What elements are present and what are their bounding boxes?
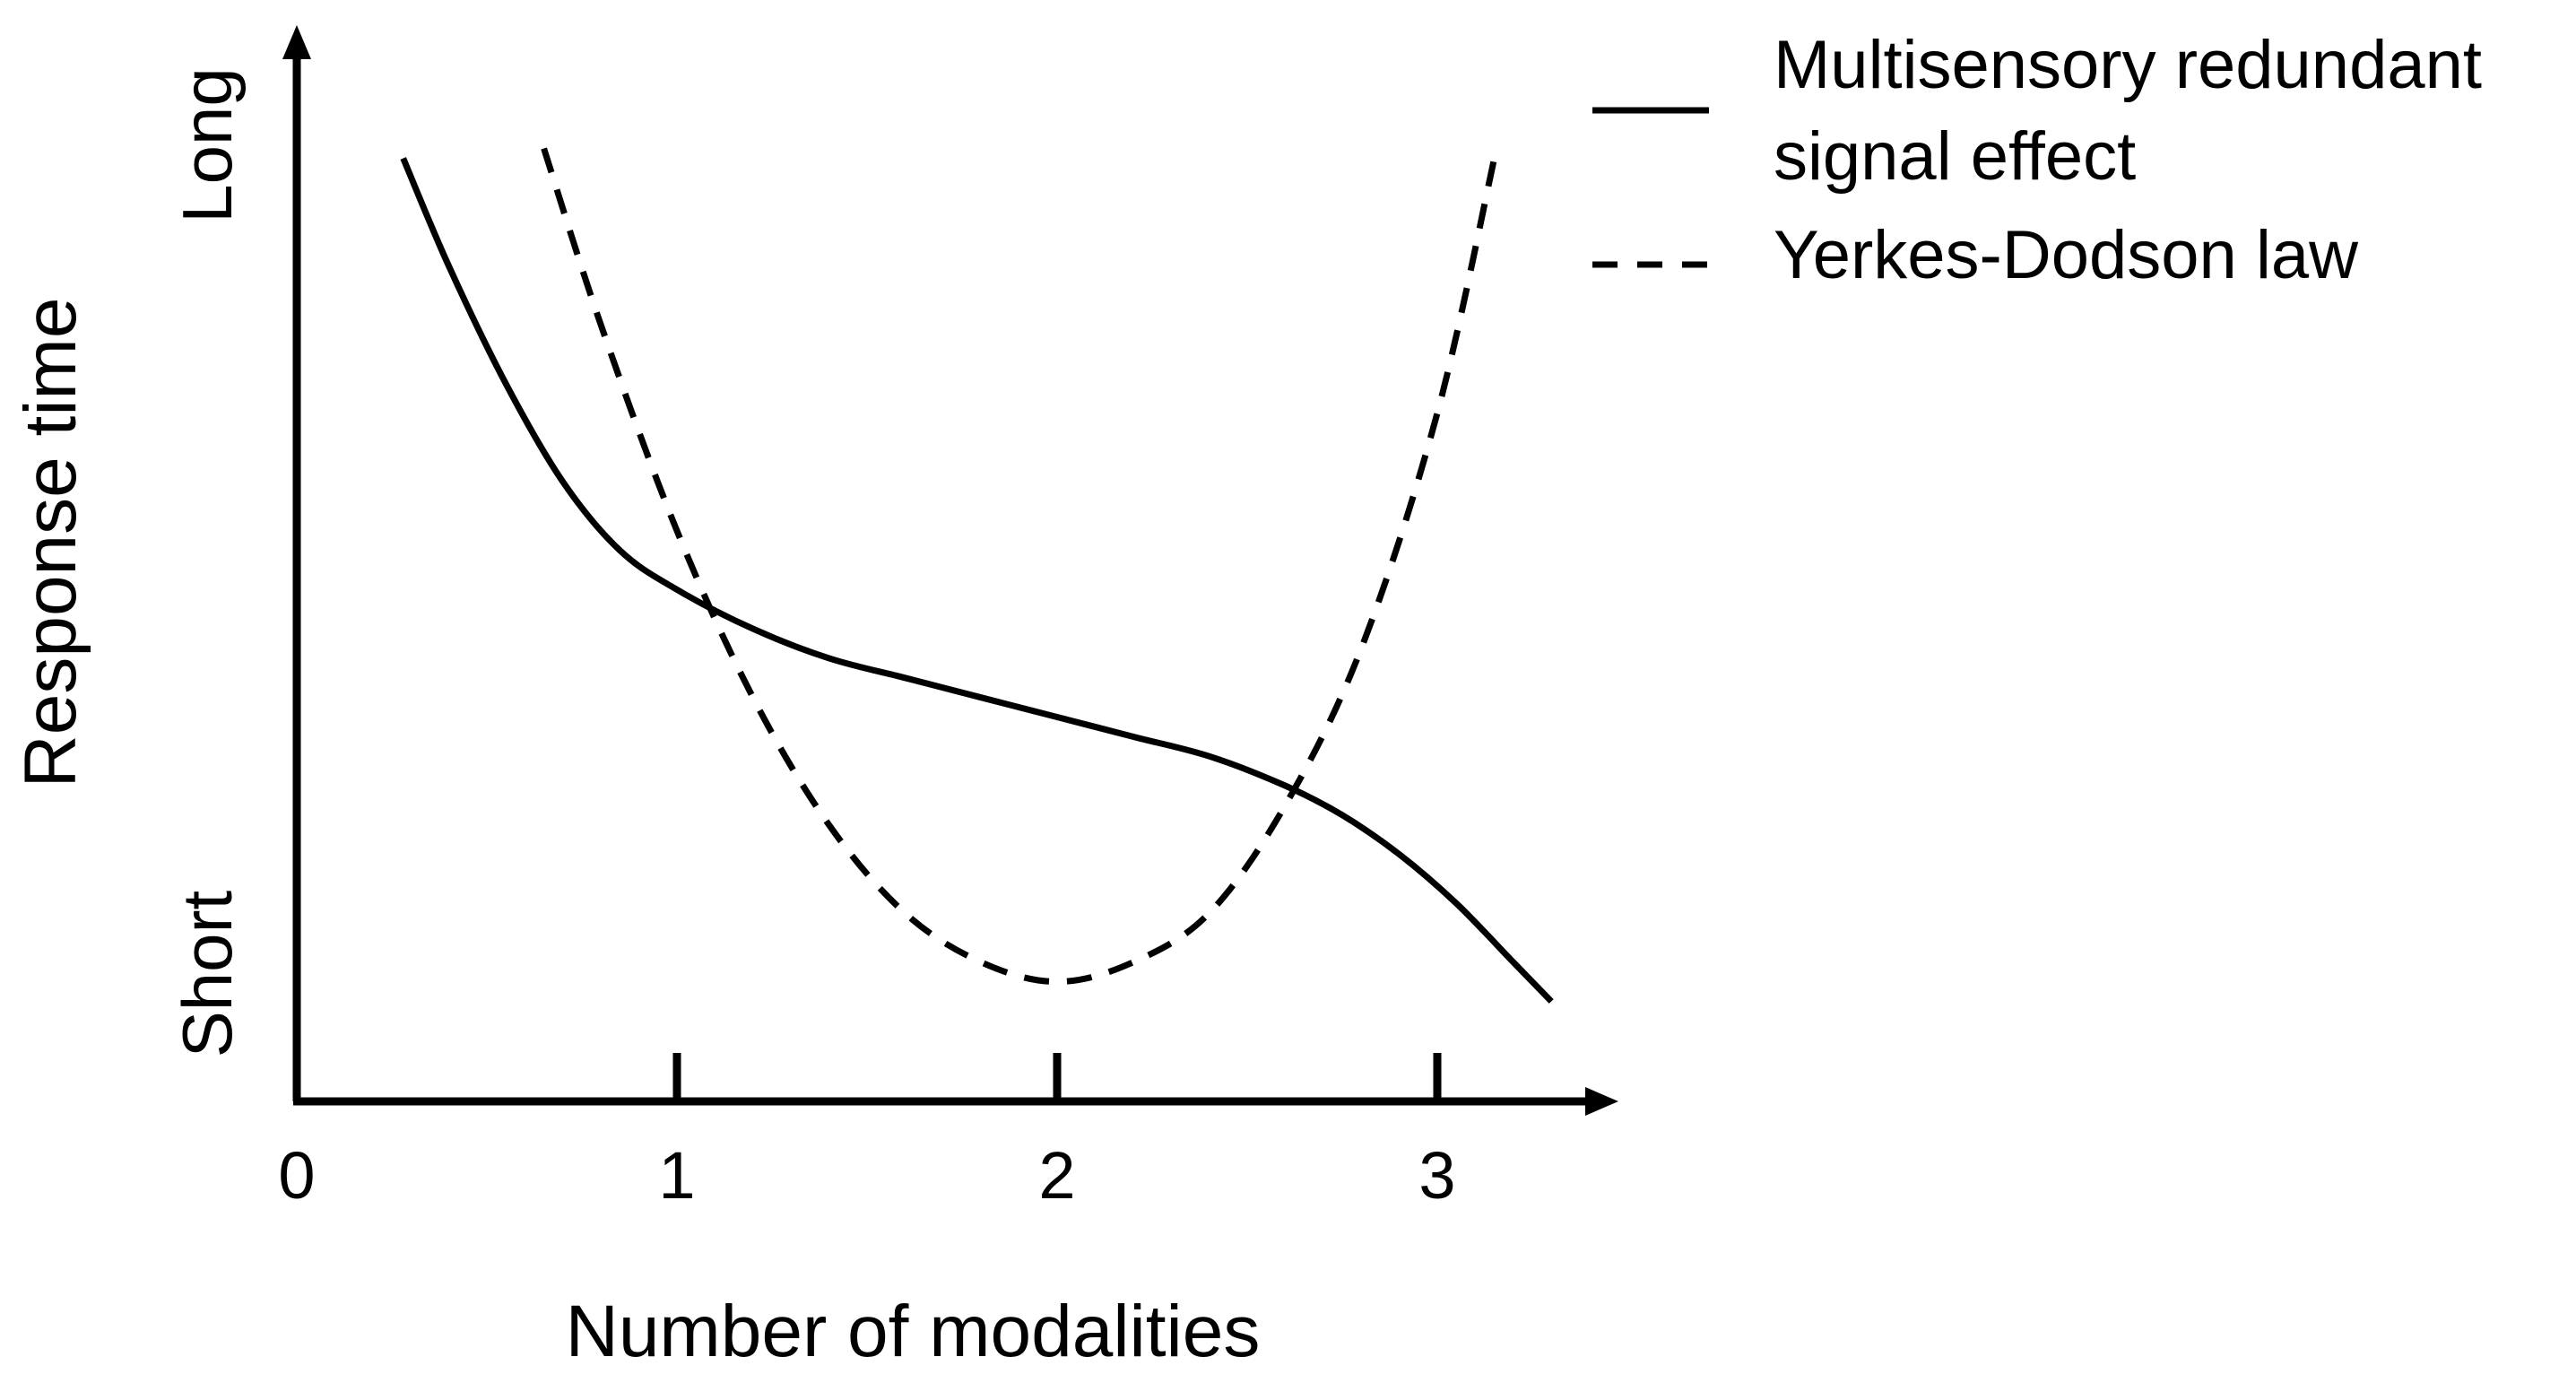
x-tick-label-0: 0 (278, 1138, 315, 1213)
series-line-yerkes-dodson-law (541, 147, 1498, 986)
plot-area: 0 1 2 3 (278, 25, 1618, 1213)
x-tick-label-1: 1 (658, 1138, 695, 1213)
y-axis-arrow (282, 25, 311, 59)
x-ticks: 0 1 2 3 (278, 1053, 1456, 1213)
legend-label-multisensory-line2: signal effect (1774, 118, 2136, 195)
legend: Multisensory redundant signal effect Yer… (1592, 27, 2482, 293)
x-tick-label-2: 2 (1038, 1138, 1075, 1213)
y-label-short: Short (168, 890, 247, 1057)
y-axis-title: Response time (10, 298, 91, 788)
legend-label-multisensory-line1: Multisensory redundant (1774, 27, 2482, 103)
legend-label-yerkes-dodson: Yerkes-Dodson law (1774, 217, 2359, 293)
y-label-long: Long (168, 67, 247, 223)
x-tick-label-3: 3 (1418, 1138, 1455, 1213)
series-line-multisensory-redundant-signal-effect (400, 157, 1554, 1004)
x-axis-title: Number of modalities (566, 1291, 1261, 1372)
series-layer (400, 147, 1554, 1004)
x-axis-arrow (1585, 1087, 1618, 1116)
